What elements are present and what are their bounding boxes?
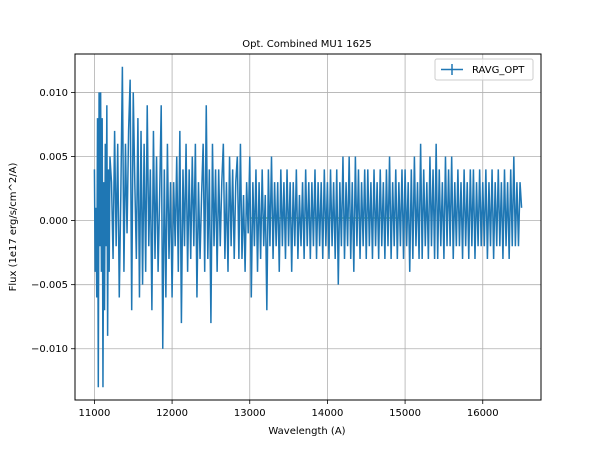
x-tick-label: 12000 (156, 408, 188, 419)
x-axis-label: Wavelength (A) (268, 426, 345, 437)
x-tick-label: 14000 (312, 408, 344, 419)
legend-label: RAVG_OPT (472, 65, 525, 76)
y-axis-label: Flux (1e17 erg/s/cm^2/A) (8, 163, 19, 292)
y-tick-label: −0.005 (31, 280, 68, 291)
y-tick-label: 0.005 (39, 152, 68, 163)
chart-title: Opt. Combined MU1 1625 (242, 39, 371, 50)
plot-area-lines (93, 66, 523, 388)
y-axis-ticks: −0.010 −0.005 0.000 0.005 0.010 (31, 88, 75, 355)
x-tick-label: 11000 (79, 408, 111, 419)
legend: RAVG_OPT (434, 58, 534, 81)
y-tick-label: 0.010 (39, 88, 68, 99)
x-axis-ticks: 11000 12000 13000 14000 15000 16000 (79, 400, 499, 419)
y-tick-label: 0.000 (39, 216, 68, 227)
x-tick-label: 16000 (467, 408, 499, 419)
series-ravg-opt-line (93, 66, 523, 388)
x-tick-label: 13000 (234, 408, 266, 419)
legend-box (434, 58, 534, 81)
y-tick-label: −0.010 (31, 344, 68, 355)
x-tick-label: 15000 (389, 408, 421, 419)
plot-area-frame (74, 53, 542, 401)
